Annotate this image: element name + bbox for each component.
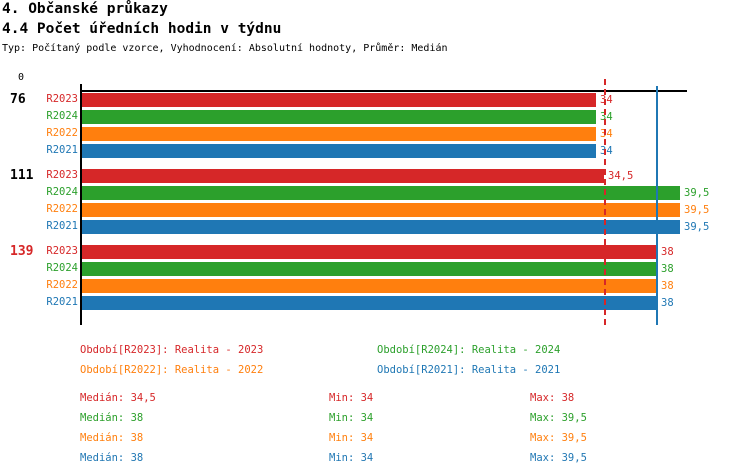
series-row-label: R2022 [46, 279, 78, 291]
bar [82, 262, 657, 276]
series-row-label: R2023 [46, 93, 78, 105]
stats-table: Medián: 34,5 Min: 34 Max: 38 Medián: 38 Min:… [0, 386, 750, 476]
bar [82, 110, 596, 124]
series-row-label: R2022 [46, 127, 78, 139]
series-row-label: R2021 [46, 144, 78, 156]
series-row-label: R2021 [46, 296, 78, 308]
series-row-label: R2024 [46, 110, 78, 122]
plot-area: 0 76 R2023 34 R2024 34 R2022 34 R2021 34 111 R2023… [0, 60, 750, 330]
series-row-label: R2023 [46, 169, 78, 181]
bar-value-label: 38 [661, 280, 674, 292]
bar [82, 144, 596, 158]
bar-value-label: 39,5 [684, 204, 710, 216]
report-meta-line: Typ: Počítaný podle vzorce, Vyhodnocení:… [2, 43, 448, 54]
bar-value-label: 34 [600, 111, 613, 123]
stat-median: Medián: 34,5 [80, 392, 156, 404]
stat-max: Max: 39,5 [530, 452, 587, 464]
bar [82, 203, 680, 217]
category-label: 139 [10, 244, 34, 259]
bar [82, 245, 657, 259]
category-label: 76 [10, 92, 26, 107]
stat-median: Medián: 38 [80, 452, 144, 464]
stat-min: Min: 34 [329, 452, 374, 464]
bar [82, 93, 596, 107]
bar-value-label: 34 [600, 128, 613, 140]
bar [82, 296, 657, 310]
bar-value-label: 34 [600, 145, 613, 157]
bar-value-label: 38 [661, 246, 674, 258]
series-row-label: R2024 [46, 262, 78, 274]
bar-value-label: 38 [661, 297, 674, 309]
stat-max: Max: 38 [530, 392, 575, 404]
report-subtitle-heading: 4.4 Počet úředních hodin v týdnu [2, 21, 282, 37]
stat-min: Min: 34 [329, 412, 374, 424]
stat-min: Min: 34 [329, 432, 374, 444]
bar [82, 220, 680, 234]
stat-median: Medián: 38 [80, 412, 144, 424]
bar-value-label: 39,5 [684, 187, 710, 199]
legend-item: Období[R2023]: Realita - 2023 [80, 344, 264, 356]
legend-item: Období[R2024]: Realita - 2024 [377, 344, 561, 356]
stat-median: Medián: 38 [80, 432, 144, 444]
bar-value-label: 38 [661, 263, 674, 275]
stat-max: Max: 39,5 [530, 412, 587, 424]
series-row-label: R2022 [46, 203, 78, 215]
bar-value-label: 34,5 [608, 170, 634, 182]
bar [82, 279, 657, 293]
x-axis-origin-tick-label: 0 [17, 72, 25, 83]
bar-value-label: 34 [600, 94, 613, 106]
category-label: 111 [10, 168, 34, 183]
x-axis-line [80, 90, 687, 92]
stat-min: Min: 34 [329, 392, 374, 404]
report-title: 4. Občanské průkazy [2, 1, 168, 17]
bar-value-label: 39,5 [684, 221, 710, 233]
series-row-label: R2024 [46, 186, 78, 198]
bar [82, 127, 596, 141]
bar [82, 186, 680, 200]
legend-item: Období[R2022]: Realita - 2022 [80, 364, 264, 376]
stat-max: Max: 39,5 [530, 432, 587, 444]
series-row-label: R2021 [46, 220, 78, 232]
bar [82, 169, 604, 183]
y-axis-line [80, 84, 82, 325]
series-row-label: R2023 [46, 245, 78, 257]
legend-item: Období[R2021]: Realita - 2021 [377, 364, 561, 376]
median-reference-line [604, 79, 606, 325]
legend: Období[R2023]: Realita - 2023 Období[R202… [0, 338, 750, 383]
median-reference-line [656, 86, 658, 325]
